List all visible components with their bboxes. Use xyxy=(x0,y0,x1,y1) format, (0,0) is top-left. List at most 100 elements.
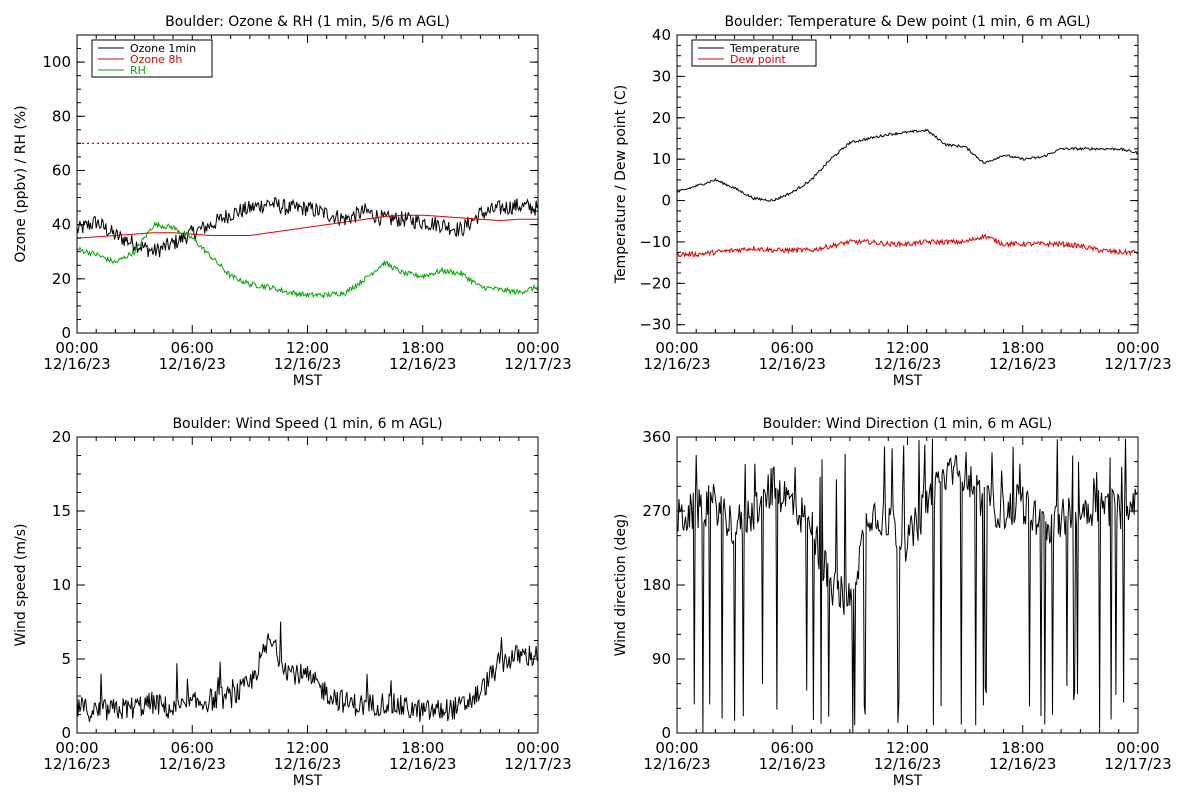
x-tick-date: 12/17/23 xyxy=(1104,755,1171,773)
x-tick-time: 12:00 xyxy=(286,339,329,357)
x-tick-date: 12/16/23 xyxy=(389,755,456,773)
x-tick-date: 12/16/23 xyxy=(874,355,941,373)
chart-panel-2: Boulder: Temperature & Dew point (1 min,… xyxy=(613,14,1172,389)
y-axis-label: Wind speed (m/s) xyxy=(13,524,29,647)
x-tick-time: 00:00 xyxy=(516,339,559,357)
legend-box xyxy=(691,39,817,67)
y-tick-label: 270 xyxy=(642,502,671,520)
x-tick-time: 18:00 xyxy=(1001,339,1044,357)
x-axis-label: MST xyxy=(293,773,323,789)
x-tick-time: 18:00 xyxy=(401,339,444,357)
y-axis-label: Temperature / Dew point (C) xyxy=(613,85,629,284)
legend-entry: Ozone 8h xyxy=(130,53,182,66)
x-tick-time: 12:00 xyxy=(886,339,929,357)
x-tick-time: 06:00 xyxy=(771,739,814,757)
y-tick-label: 20 xyxy=(52,428,71,446)
x-tick-date: 12/16/23 xyxy=(159,755,226,773)
x-axis-label: MST xyxy=(893,773,923,789)
y-tick-label: 60 xyxy=(52,161,71,179)
chart-title: Boulder: Ozone & RH (1 min, 5/6 m AGL) xyxy=(165,14,450,30)
series-line-data xyxy=(76,621,539,723)
y-axis-label: Wind direction (deg) xyxy=(613,514,629,657)
chart-panel-3: Boulder: Wind Speed (1 min, 6 m AGL) 0 5 10… xyxy=(13,416,572,789)
x-tick-date: 12/17/23 xyxy=(1104,355,1171,373)
y-tick-label: 0 xyxy=(661,724,671,742)
plot-frame xyxy=(676,34,1139,334)
y-tick-label: 5 xyxy=(61,650,71,668)
y-tick-label: 10 xyxy=(52,576,71,594)
legend-entry: Ozone 1min xyxy=(130,42,196,55)
y-tick-label: 180 xyxy=(642,576,671,594)
x-tick-time: 00:00 xyxy=(55,339,98,357)
x-tick-time: 00:00 xyxy=(1116,739,1159,757)
x-tick-time: 06:00 xyxy=(171,739,214,757)
x-tick-date: 12/16/23 xyxy=(643,755,710,773)
y-tick-label: 30 xyxy=(652,67,671,85)
y-tick-label: 15 xyxy=(52,502,71,520)
x-tick-date: 12/17/23 xyxy=(504,755,571,773)
x-tick-time: 06:00 xyxy=(771,339,814,357)
x-axis-label: MST xyxy=(893,373,923,389)
x-tick-date: 12/16/23 xyxy=(389,355,456,373)
chart-title: Boulder: Wind Speed (1 min, 6 m AGL) xyxy=(172,416,442,432)
y-tick-label: 80 xyxy=(52,107,71,125)
plot-frame xyxy=(676,436,1139,734)
y-tick-label: 360 xyxy=(642,428,671,446)
plot-frame xyxy=(76,34,539,334)
chart-title: Boulder: Temperature & Dew point (1 min,… xyxy=(724,14,1090,30)
x-tick-date: 12/16/23 xyxy=(274,355,341,373)
y-tick-label: 90 xyxy=(652,650,671,668)
y-tick-label: −20 xyxy=(639,274,671,292)
y-tick-label: 40 xyxy=(52,216,71,234)
plot-frame xyxy=(76,436,539,734)
y-axis-label: Ozone (ppbv) / RH (%) xyxy=(13,105,29,262)
y-tick-label: 0 xyxy=(61,724,71,742)
x-tick-date: 12/16/23 xyxy=(874,755,941,773)
series-line-dew-point xyxy=(676,233,1138,258)
x-tick-time: 00:00 xyxy=(55,739,98,757)
x-tick-date: 12/16/23 xyxy=(759,755,826,773)
series-line-data xyxy=(676,438,1139,733)
chart-panel-4: Boulder: Wind Direction (1 min, 6 m AGL)… xyxy=(613,416,1172,789)
legend-entry: Dew point xyxy=(730,53,786,66)
x-tick-date: 12/16/23 xyxy=(159,355,226,373)
x-tick-time: 12:00 xyxy=(886,739,929,757)
y-tick-label: 0 xyxy=(61,324,71,342)
series-line-ozone-1min xyxy=(76,196,539,258)
y-tick-label: 20 xyxy=(652,109,671,127)
y-tick-label: −10 xyxy=(639,233,671,251)
x-tick-time: 00:00 xyxy=(655,739,698,757)
x-tick-date: 12/16/23 xyxy=(43,755,110,773)
x-tick-date: 12/16/23 xyxy=(43,355,110,373)
x-tick-date: 12/16/23 xyxy=(643,355,710,373)
series-line-temperature xyxy=(676,128,1139,202)
y-tick-label: 0 xyxy=(661,192,671,210)
x-tick-time: 00:00 xyxy=(655,339,698,357)
y-tick-label: −30 xyxy=(639,316,671,334)
x-tick-time: 12:00 xyxy=(286,739,329,757)
x-axis-label: MST xyxy=(293,373,323,389)
series-line-ozone-8h xyxy=(76,214,538,239)
y-tick-label: 40 xyxy=(652,26,671,44)
y-tick-label: 20 xyxy=(52,270,71,288)
x-tick-time: 18:00 xyxy=(1001,739,1044,757)
x-tick-time: 00:00 xyxy=(516,739,559,757)
y-tick-label: 100 xyxy=(42,53,71,71)
x-tick-time: 00:00 xyxy=(1116,339,1159,357)
x-tick-time: 18:00 xyxy=(401,739,444,757)
x-tick-date: 12/16/23 xyxy=(989,355,1056,373)
x-tick-date: 12/17/23 xyxy=(504,355,571,373)
chart-title: Boulder: Wind Direction (1 min, 6 m AGL) xyxy=(763,416,1052,432)
series-line-rh xyxy=(76,221,539,300)
chart-panel-1: Boulder: Ozone & RH (1 min, 5/6 m AGL) 0 2… xyxy=(13,14,572,389)
x-tick-date: 12/16/23 xyxy=(989,755,1056,773)
y-tick-label: 10 xyxy=(652,150,671,168)
legend-entry: RH xyxy=(130,64,146,77)
x-tick-date: 12/16/23 xyxy=(759,355,826,373)
x-tick-date: 12/16/23 xyxy=(274,755,341,773)
legend-entry: Temperature xyxy=(729,42,800,55)
